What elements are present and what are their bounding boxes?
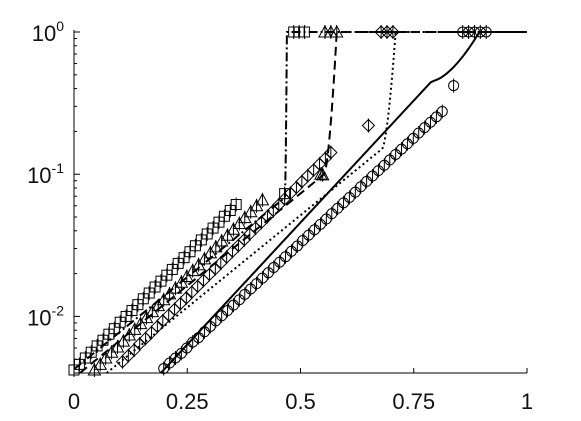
x-tick-label: 0.5: [285, 389, 316, 414]
y-tick-exponent: -2: [52, 302, 65, 318]
series-markers: [68, 24, 492, 377]
y-tick-exponent: -1: [52, 160, 65, 176]
y-tick-label: 100: [32, 18, 64, 46]
series-1-line: [79, 31, 527, 374]
y-tick-exponent: 0: [56, 18, 64, 34]
x-tick-label: 0.25: [166, 389, 209, 414]
y-tick-base: 10: [32, 21, 56, 46]
y-tick-base: 10: [27, 163, 51, 188]
axes: [73, 30, 528, 374]
y-tick-label: 10-2: [27, 302, 64, 330]
x-tick-label: 1: [521, 389, 533, 414]
series-2-line: [106, 31, 527, 374]
x-tick-label: 0.75: [392, 389, 435, 414]
series-0-line: [73, 31, 527, 371]
x-tick-label: 0: [68, 389, 80, 414]
y-tick-label: 10-1: [27, 160, 64, 188]
series-lines: [73, 31, 527, 374]
y-tick-base: 10: [27, 305, 51, 330]
